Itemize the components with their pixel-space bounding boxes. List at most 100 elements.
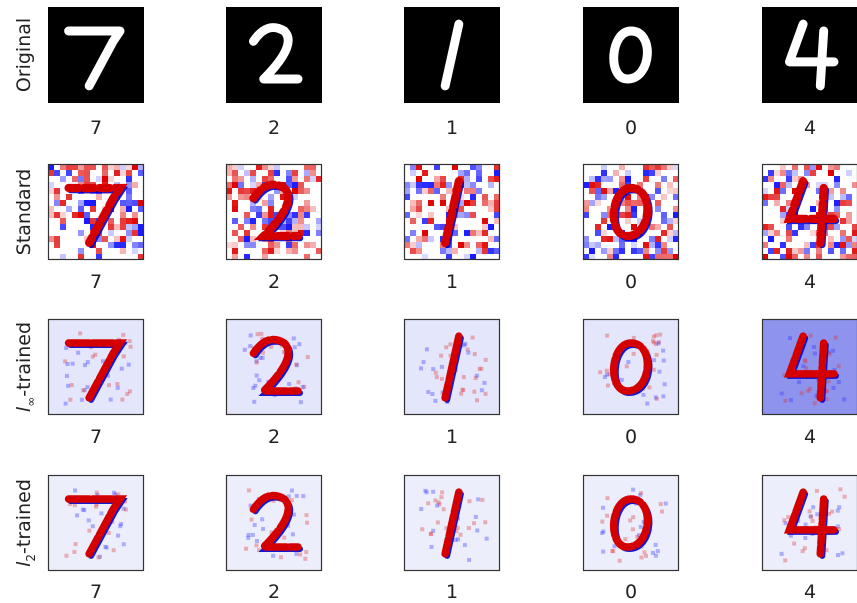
noise-pixel [480, 498, 484, 502]
noise-pixel [810, 242, 816, 248]
noise-pixel [462, 375, 466, 379]
noise-pixel [440, 490, 444, 494]
noise-pixel [256, 332, 260, 336]
noise-pixel [430, 392, 434, 396]
noise-pixel [64, 402, 68, 406]
noise-pixel [780, 242, 786, 248]
prediction-label: 7 [90, 581, 102, 603]
noise-pixel [852, 236, 857, 242]
noise-pixel [99, 511, 103, 515]
noise-pixel [816, 248, 822, 254]
noise-pixel [792, 542, 796, 546]
noise-pixel [846, 200, 852, 206]
noise-pixel [655, 224, 661, 230]
noise-pixel [112, 548, 116, 552]
noise-pixel [250, 176, 256, 182]
noise-pixel [258, 356, 262, 360]
noise-pixel [780, 552, 784, 556]
noise-pixel [831, 349, 835, 353]
noise-pixel [768, 248, 774, 254]
noise-pixel [126, 176, 132, 182]
noise-pixel [238, 236, 244, 242]
noise-pixel [108, 224, 114, 230]
noise-pixel [96, 248, 102, 254]
noise-pixel [631, 488, 635, 492]
noise-pixel [410, 200, 416, 206]
noise-pixel [643, 170, 649, 176]
noise-pixel [256, 212, 262, 218]
noise-pixel [116, 534, 120, 538]
prediction-label: 2 [268, 271, 280, 293]
noise-pixel [470, 194, 476, 200]
noise-pixel [102, 170, 108, 176]
noise-pixel [631, 242, 637, 248]
noise-pixel [643, 248, 649, 254]
noise-pixel [268, 200, 274, 206]
noise-pixel [81, 508, 85, 512]
noise-pixel [60, 200, 66, 206]
noise-pixel [601, 506, 605, 510]
noise-pixel [292, 336, 296, 340]
noise-pixel [238, 194, 244, 200]
noise-pixel [482, 381, 486, 385]
noise-pixel [292, 212, 298, 218]
noise-pixel [656, 341, 660, 345]
noise-pixel [464, 176, 470, 182]
noise-pixel [253, 384, 257, 388]
noise-pixel [768, 236, 774, 242]
noise-pixel [244, 188, 250, 194]
noise-pixel [126, 200, 132, 206]
noise-pixel [828, 236, 834, 242]
noise-pixel [667, 218, 673, 224]
noise-pixel [410, 206, 416, 212]
noise-pixel [784, 521, 788, 525]
noise-pixel [292, 182, 298, 188]
noise-pixel [647, 385, 651, 389]
image-cell [762, 164, 857, 260]
noise-pixel [103, 545, 107, 549]
noise-pixel [667, 236, 673, 242]
noise-pixel [419, 366, 423, 370]
noise-pixel [297, 380, 301, 384]
noise-pixel [244, 547, 248, 551]
noise-pixel [244, 230, 250, 236]
noise-pixel [84, 176, 90, 182]
noise-pixel [852, 242, 857, 248]
noise-pixel [63, 359, 67, 363]
noise-pixel [254, 543, 258, 547]
row-label-sub: 2 [24, 554, 38, 562]
noise-pixel [649, 242, 655, 248]
noise-pixel [91, 355, 95, 359]
noise-pixel [607, 176, 613, 182]
noise-pixel [422, 230, 428, 236]
noise-pixel [297, 342, 301, 346]
figure-grid: Original72104Standard72104l∞-trained7210… [0, 0, 857, 603]
noise-pixel [470, 188, 476, 194]
noise-pixel [261, 527, 265, 531]
noise-pixel [828, 194, 834, 200]
noise-pixel [60, 212, 66, 218]
noise-pixel [310, 206, 316, 212]
noise-pixel [410, 170, 416, 176]
noise-pixel [243, 348, 247, 352]
image-cell [583, 475, 679, 571]
prediction-label: 2 [268, 426, 280, 448]
noise-pixel [652, 335, 656, 339]
noise-pixel [292, 176, 298, 182]
noise-pixel [834, 182, 840, 188]
noise-pixel [428, 188, 434, 194]
noise-pixel [416, 206, 422, 212]
noise-pixel [470, 200, 476, 206]
noise-pixel [122, 542, 126, 546]
noise-pixel [804, 224, 810, 230]
noise-pixel [803, 536, 807, 540]
noise-pixel [304, 230, 310, 236]
noise-pixel [470, 182, 476, 188]
noise-pixel [120, 170, 126, 176]
noise-pixel [655, 200, 661, 206]
noise-pixel [304, 206, 310, 212]
noise-pixel [78, 170, 84, 176]
noise-pixel [786, 170, 792, 176]
noise-pixel [435, 504, 439, 508]
noise-pixel [439, 495, 443, 499]
